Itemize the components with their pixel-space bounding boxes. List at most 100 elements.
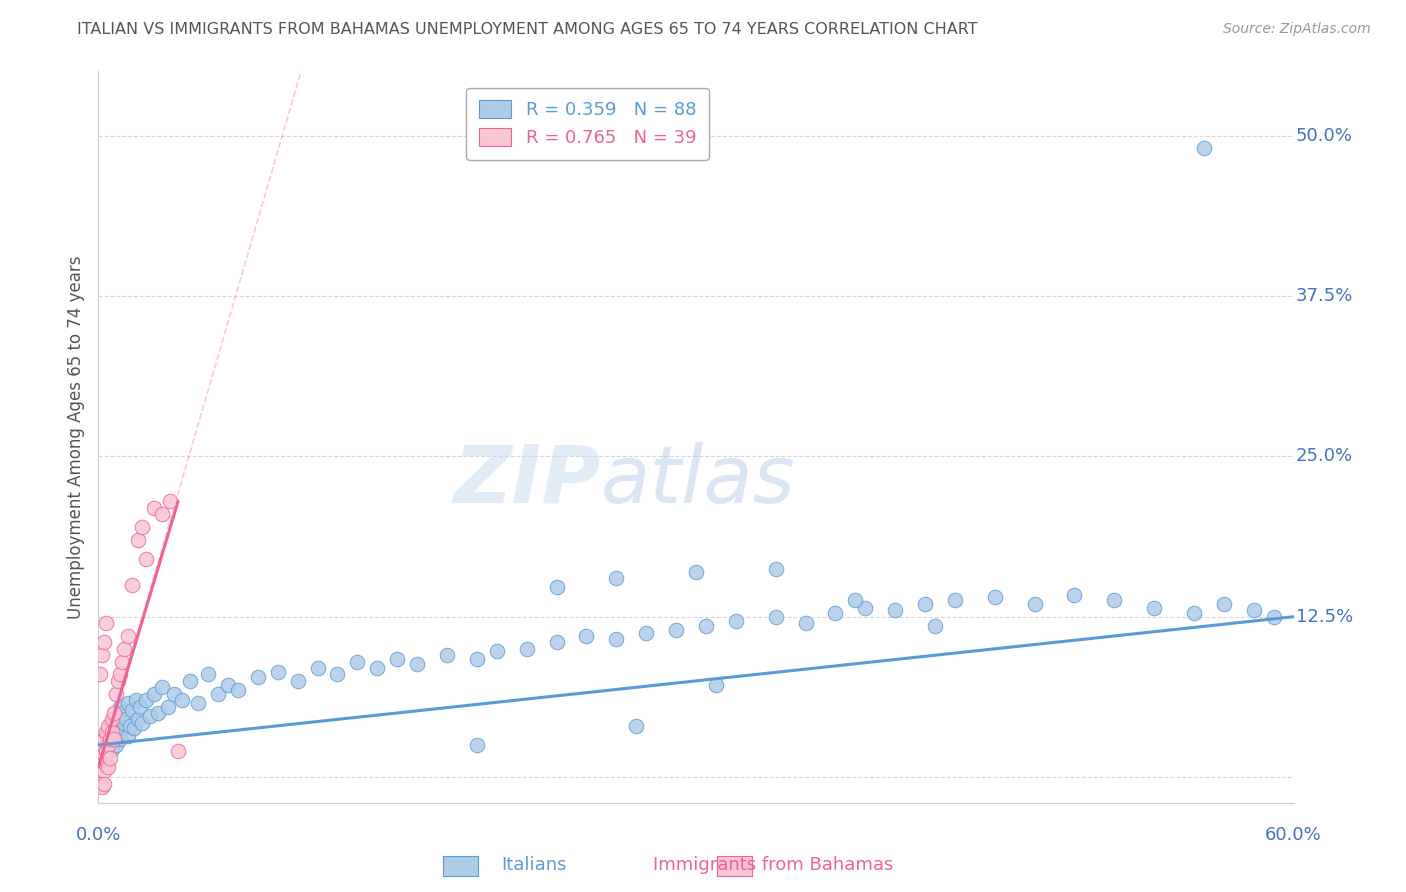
Point: [96, 757, 118, 772]
Point: [157, 699, 180, 714]
Point: [366, 661, 388, 675]
Point: [89, 776, 111, 790]
Text: ZIP: ZIP: [453, 442, 600, 520]
Text: 60.0%: 60.0%: [1265, 826, 1322, 844]
Point: [844, 593, 866, 607]
Point: [685, 565, 707, 579]
Point: [98, 719, 122, 733]
Point: [704, 678, 727, 692]
Text: ITALIAN VS IMMIGRANTS FROM BAHAMAS UNEMPLOYMENT AMONG AGES 65 TO 74 YEARS CORREL: ITALIAN VS IMMIGRANTS FROM BAHAMAS UNEMP…: [77, 22, 979, 37]
Point: [546, 580, 568, 594]
Point: [346, 655, 368, 669]
Point: [107, 673, 129, 688]
Point: [326, 667, 349, 681]
Point: [93, 764, 115, 778]
Point: [943, 593, 966, 607]
Point: [287, 673, 309, 688]
Point: [217, 678, 239, 692]
Point: [406, 657, 429, 672]
Point: [465, 652, 488, 666]
Point: [103, 731, 125, 746]
Point: [91, 780, 114, 795]
Point: [172, 693, 194, 707]
Point: [101, 742, 124, 756]
Point: [1104, 593, 1126, 607]
Point: [765, 609, 787, 624]
Text: 12.5%: 12.5%: [1296, 607, 1353, 625]
Point: [167, 744, 190, 758]
Point: [127, 712, 149, 726]
Text: 37.5%: 37.5%: [1296, 287, 1354, 305]
Point: [665, 623, 688, 637]
Text: Immigrants from Bahamas: Immigrants from Bahamas: [654, 856, 893, 874]
Point: [111, 655, 134, 669]
Point: [91, 648, 114, 663]
Point: [924, 618, 946, 632]
Point: [101, 712, 124, 726]
Point: [159, 494, 181, 508]
Point: [127, 533, 149, 547]
Text: 25.0%: 25.0%: [1296, 447, 1353, 466]
Point: [150, 681, 173, 695]
Point: [575, 629, 598, 643]
Point: [148, 706, 170, 720]
Point: [914, 597, 936, 611]
Point: [111, 722, 134, 736]
Point: [112, 641, 135, 656]
Point: [139, 708, 162, 723]
Point: [485, 644, 508, 658]
Point: [636, 626, 658, 640]
Text: 0.0%: 0.0%: [76, 826, 121, 844]
Point: [89, 757, 111, 772]
Point: [124, 722, 146, 736]
Point: [794, 616, 817, 631]
Point: [1263, 609, 1285, 624]
Point: [143, 500, 166, 515]
Point: [724, 614, 747, 628]
Point: [101, 725, 124, 739]
Point: [97, 719, 120, 733]
Point: [1192, 141, 1215, 155]
Point: [110, 667, 132, 681]
Text: Source: ZipAtlas.com: Source: ZipAtlas.com: [1223, 22, 1371, 37]
Point: [98, 734, 122, 748]
Point: [97, 725, 120, 739]
Point: [143, 687, 166, 701]
Point: [267, 665, 290, 679]
Point: [436, 648, 458, 663]
Point: [97, 744, 120, 758]
Point: [984, 591, 1007, 605]
Point: [1182, 606, 1205, 620]
Point: [1243, 603, 1265, 617]
Point: [115, 712, 138, 726]
Point: [103, 706, 125, 720]
Point: [626, 719, 648, 733]
Point: [107, 725, 129, 739]
Point: [765, 562, 787, 576]
Point: [93, 635, 115, 649]
Point: [207, 687, 229, 701]
Point: [89, 667, 111, 681]
Point: [101, 722, 124, 736]
Point: [131, 520, 153, 534]
Point: [546, 635, 568, 649]
Point: [110, 699, 132, 714]
Point: [111, 706, 134, 720]
Y-axis label: Unemployment Among Ages 65 to 74 years: Unemployment Among Ages 65 to 74 years: [66, 255, 84, 619]
Point: [150, 507, 173, 521]
Point: [91, 738, 114, 752]
Point: [105, 687, 128, 701]
Point: [96, 738, 118, 752]
Point: [105, 738, 128, 752]
Point: [110, 731, 132, 746]
Point: [179, 673, 201, 688]
Legend: R = 0.359   N = 88, R = 0.765   N = 39: R = 0.359 N = 88, R = 0.765 N = 39: [465, 87, 709, 160]
Point: [96, 725, 118, 739]
Point: [103, 731, 125, 746]
Point: [605, 571, 627, 585]
Point: [131, 716, 153, 731]
Point: [103, 712, 125, 726]
Point: [97, 760, 120, 774]
Point: [1143, 600, 1166, 615]
Point: [187, 696, 209, 710]
